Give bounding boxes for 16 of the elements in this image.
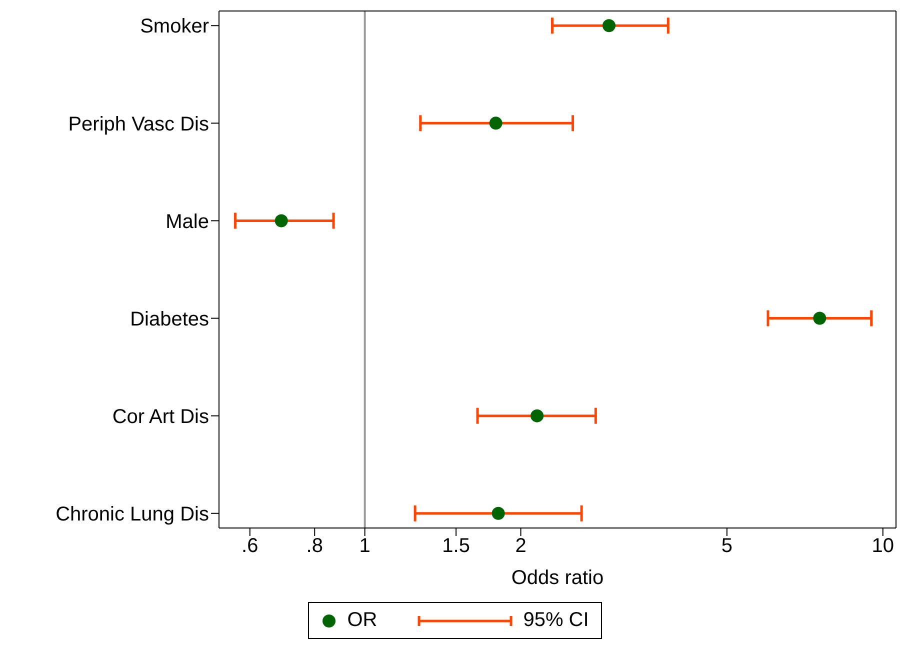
- text: 95% CI: [523, 609, 589, 632]
- x-tick-label: 5: [721, 535, 732, 558]
- x-tick-label: .8: [306, 535, 323, 558]
- x-tick-label: 1.5: [442, 535, 470, 558]
- y-tick-label: Cor Art Dis: [112, 406, 209, 428]
- y-tick-label: Chronic Lung Dis: [56, 503, 209, 526]
- y-tick-label: Periph Vasc Dis: [68, 113, 209, 136]
- x-axis-title: Odds ratio: [511, 567, 604, 589]
- legend-label: OR: [347, 609, 378, 632]
- y-tick-label: Male: [166, 210, 209, 233]
- x-tick-label: 2: [515, 535, 526, 558]
- x-tick-label: .6: [242, 535, 258, 558]
- x-tick-label: 10: [872, 535, 894, 558]
- y-tick-label: Smoker: [140, 16, 210, 38]
- x-tick-label: 1: [359, 535, 370, 558]
- y-tick-label: Diabetes: [130, 308, 209, 330]
